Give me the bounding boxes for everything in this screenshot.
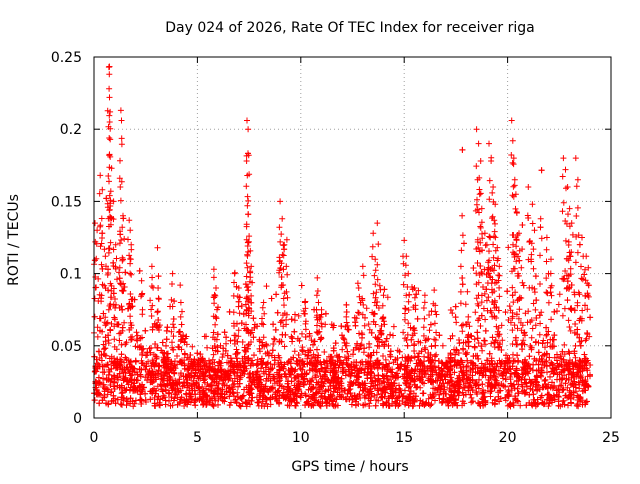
x-axis-label: GPS time / hours (291, 459, 408, 475)
x-tick-label: 5 (193, 430, 202, 446)
y-tick-label: 0.15 (51, 194, 82, 210)
y-tick-label: 0.25 (51, 50, 82, 66)
y-tick-label: 0.05 (51, 339, 82, 355)
data-points (91, 63, 594, 410)
y-axis-label: ROTI / TECUs (6, 194, 22, 286)
x-tick-label: 15 (395, 430, 413, 446)
axis-ticks: 0 5 10 15 20 25 0 0.05 0.1 0.15 0.2 0.25 (51, 50, 620, 446)
chart-title: Day 024 of 2026, Rate Of TEC Index for r… (165, 20, 534, 36)
roti-point-markers (431, 117, 593, 365)
plot-frame (93, 56, 612, 419)
x-tick-label: 20 (499, 430, 517, 446)
x-tick-label: 10 (292, 430, 310, 446)
roti-point-markers (91, 215, 594, 410)
y-tick-label: 0.1 (60, 267, 82, 283)
x-tick-label: 25 (602, 430, 620, 446)
x-tick-label: 0 (90, 430, 99, 446)
roti-point-markers (91, 64, 439, 363)
y-tick-label: 0.2 (60, 122, 82, 138)
y-tick-label: 0 (73, 411, 82, 427)
